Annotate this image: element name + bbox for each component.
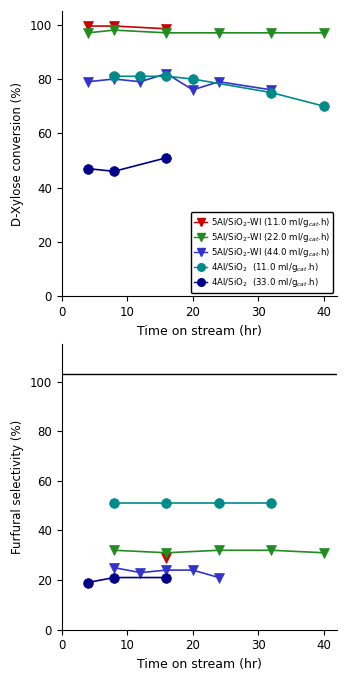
Y-axis label: Furfural selectivity (%): Furfural selectivity (%): [11, 420, 24, 554]
X-axis label: Time on stream (hr): Time on stream (hr): [137, 658, 262, 671]
X-axis label: Time on stream (hr): Time on stream (hr): [137, 325, 262, 338]
Legend: 5Al/SiO$_2$-WI (11.0 ml/g$_{cat}$.h), 5Al/SiO$_2$-WI (22.0 ml/g$_{cat}$.h), 5Al/: 5Al/SiO$_2$-WI (11.0 ml/g$_{cat}$.h), 5A…: [191, 212, 333, 293]
Y-axis label: D-Xylose conversion (%): D-Xylose conversion (%): [11, 82, 24, 226]
